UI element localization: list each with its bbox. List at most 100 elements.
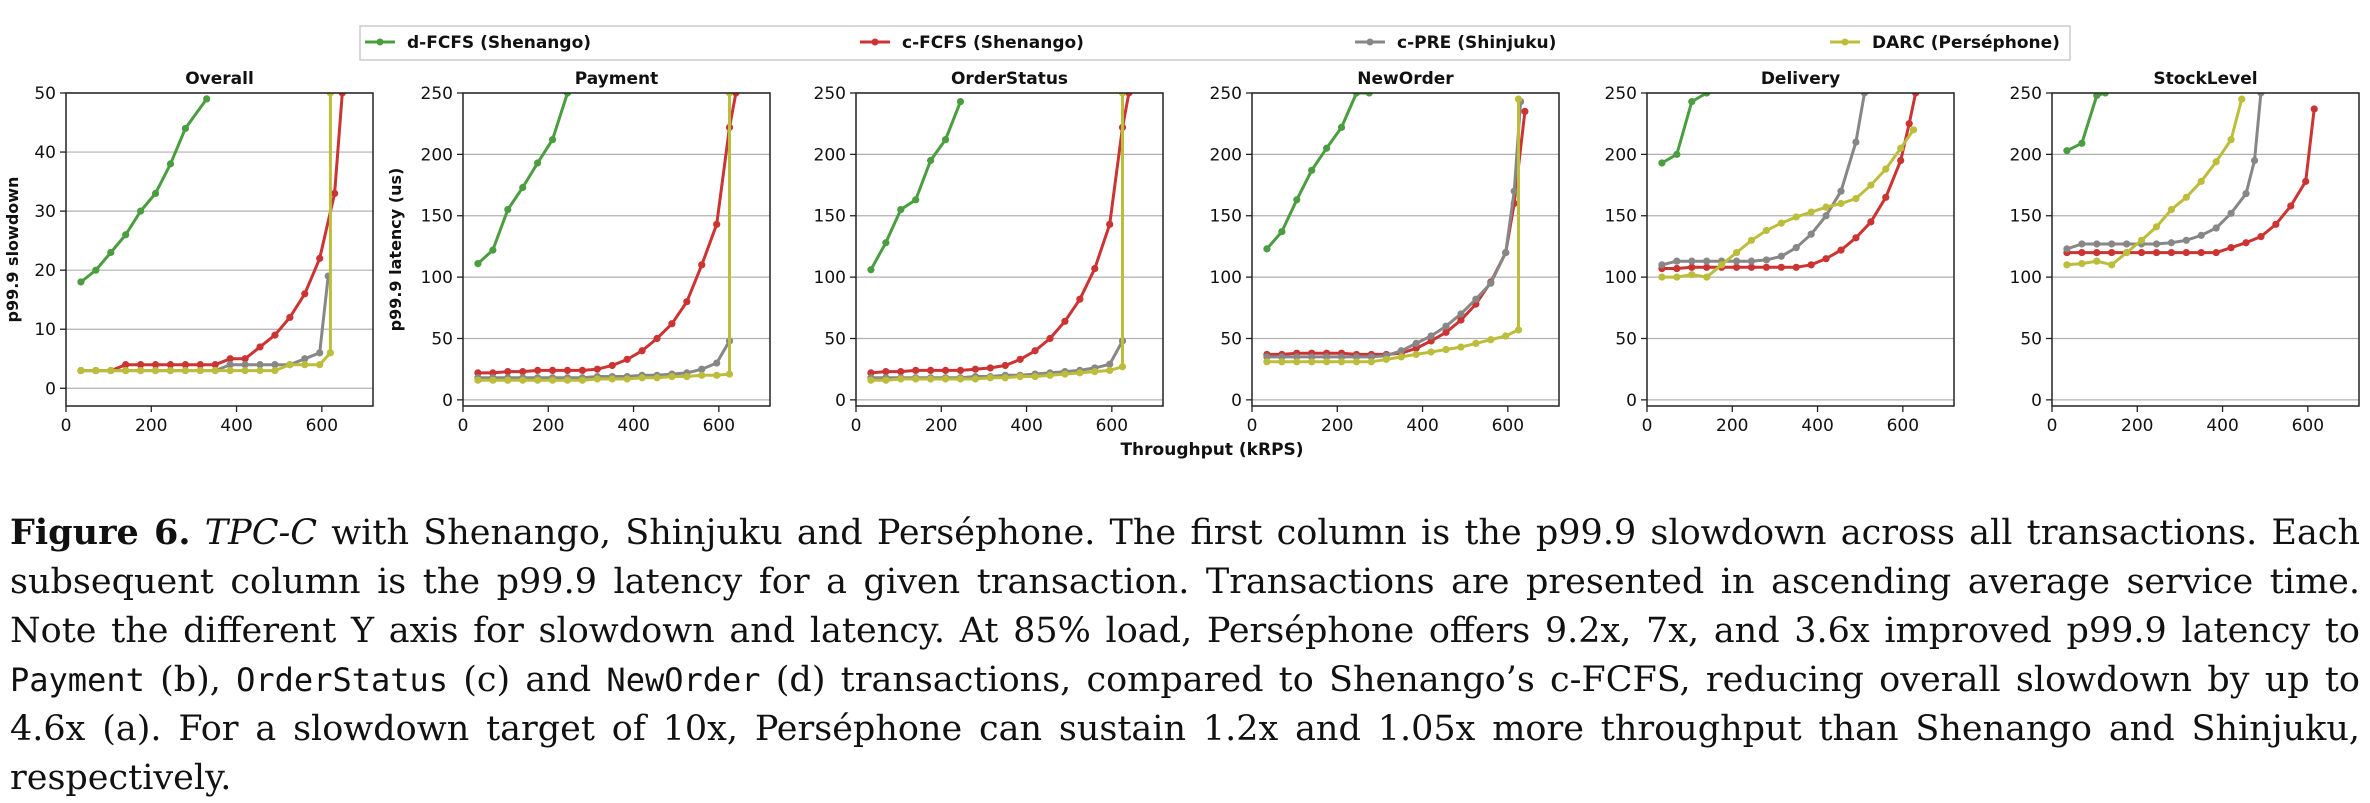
data-point [137, 366, 145, 375]
data-point [927, 156, 935, 165]
data-point [2212, 224, 2220, 232]
data-point [2287, 202, 2295, 210]
data-point [1263, 245, 1271, 253]
y-tick-label: 50 [431, 329, 453, 349]
data-point [1867, 181, 1875, 189]
axes-frame [65, 92, 374, 407]
y-tick-label: 0 [835, 391, 846, 411]
data-point [683, 298, 691, 306]
data-point [77, 278, 85, 286]
panel-title: OrderStatus [951, 69, 1068, 89]
series-line-2 [2066, 93, 2263, 251]
data-point [226, 361, 234, 369]
data-point [1125, 93, 1133, 97]
axes-frame [1646, 92, 1955, 407]
data-point [2063, 245, 2071, 253]
data-point [1487, 279, 1495, 287]
x-tick-label: 400 [1406, 416, 1438, 436]
data-point [1323, 358, 1331, 366]
data-point [1457, 316, 1465, 324]
data-point [1837, 246, 1845, 254]
data-point [2182, 248, 2190, 257]
data-point [1792, 213, 1800, 221]
figure-label: Figure 6. [10, 512, 191, 553]
data-point [725, 93, 734, 97]
data-point [1792, 244, 1800, 252]
data-point [912, 196, 920, 204]
data-point [256, 361, 264, 369]
data-point [1688, 257, 1696, 265]
data-point [534, 366, 542, 375]
data-point [1909, 126, 1918, 134]
data-point [122, 361, 130, 369]
legend-marker-3 [1841, 38, 1849, 46]
legend-label-1: c-FCFS (Shenango) [902, 33, 1084, 53]
data-point [203, 95, 211, 103]
data-point [563, 366, 572, 375]
data-point [941, 366, 950, 375]
series-line-1 [477, 93, 738, 375]
series-group [77, 93, 346, 375]
x-tick-label: 200 [1321, 416, 1353, 436]
data-point [2302, 177, 2310, 185]
data-point [326, 349, 334, 357]
data-point [1837, 187, 1845, 195]
axes-frame [462, 92, 771, 407]
data-point [927, 366, 935, 375]
data-point [882, 239, 890, 247]
data-point [1278, 358, 1286, 366]
x-tick-label: 600 [703, 416, 735, 436]
chart-panel-4: 0 50 100 150 200 250 0 200 400 600 Delivery [1605, 69, 1955, 436]
caption-part-code: NewOrder [606, 661, 761, 699]
caption-part-code: OrderStatus [236, 661, 449, 699]
data-point [1502, 332, 1510, 340]
data-point [504, 376, 512, 384]
y-tick-label: 250 [814, 84, 846, 104]
data-point [1308, 358, 1316, 366]
y-tick-label: 20 [34, 261, 56, 281]
series-line-3 [1266, 99, 1520, 364]
data-point [271, 331, 279, 339]
data-point [1442, 345, 1450, 354]
y-tick-label: 150 [814, 207, 846, 227]
data-point [1427, 332, 1435, 340]
data-point [1837, 199, 1845, 208]
data-point [2212, 248, 2220, 257]
legend-marker-1 [871, 38, 879, 46]
x-tick-label: 600 [1492, 416, 1524, 436]
data-point [2272, 220, 2280, 228]
legend-marker-0 [376, 38, 384, 46]
data-point [1747, 263, 1756, 271]
y-tick-label: 50 [1615, 329, 1637, 349]
data-point [1337, 358, 1346, 366]
y-tick-label: 100 [814, 268, 846, 288]
x-tick-label: 0 [458, 416, 469, 436]
x-tick-label: 0 [2047, 416, 2058, 436]
axes-frame [1251, 92, 1560, 407]
data-point [166, 366, 175, 375]
data-point [151, 361, 160, 369]
data-point [2078, 260, 2086, 268]
legend-label-0: d-FCFS (Shenango) [407, 33, 591, 53]
caption-part-normal: (d) transactions, compared to Shenango’s… [10, 660, 2360, 798]
data-point [2182, 236, 2190, 244]
data-point [474, 260, 482, 268]
data-point [1762, 226, 1770, 235]
data-point [1688, 271, 1696, 279]
data-point [2078, 139, 2086, 147]
data-point [519, 183, 527, 192]
data-point [1882, 165, 1890, 173]
data-point [2093, 248, 2101, 257]
data-point [1118, 93, 1127, 97]
data-point [668, 320, 676, 328]
data-point [181, 124, 189, 133]
data-point [897, 206, 905, 214]
data-point [867, 376, 875, 384]
series-group [867, 93, 1133, 384]
chart-panel-2: 0 50 100 150 200 250 0 200 400 600 OrderStatus [814, 69, 1164, 436]
data-point [1747, 236, 1756, 244]
data-point [1031, 372, 1039, 381]
data-point [1001, 361, 1009, 370]
data-point [2227, 136, 2235, 144]
data-point [1365, 93, 1373, 97]
